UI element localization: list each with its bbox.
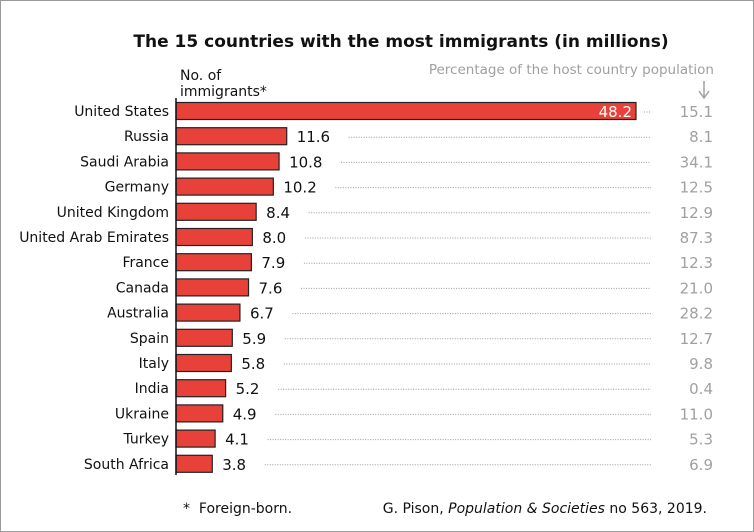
category-label: Ukraine xyxy=(115,406,169,422)
percent-label: 12.7 xyxy=(680,330,713,348)
category-label: Italy xyxy=(139,356,169,372)
category-label: United States xyxy=(74,104,169,120)
down-arrow-icon xyxy=(698,81,710,100)
source-author: G. Pison, xyxy=(383,501,448,517)
value-label: 5.2 xyxy=(236,380,260,398)
bar xyxy=(175,202,257,221)
source-journal: Population & Societies xyxy=(448,501,605,517)
source-issue: no 563, 2019. xyxy=(605,501,707,517)
value-label: 10.8 xyxy=(289,153,322,171)
percent-label: 12.9 xyxy=(680,204,713,222)
bar xyxy=(175,227,253,247)
category-label: Canada xyxy=(116,280,169,296)
percent-label: 21.0 xyxy=(680,279,713,297)
bar xyxy=(175,429,216,448)
bar xyxy=(175,404,224,423)
value-label: 8.0 xyxy=(262,229,286,247)
bar xyxy=(175,127,288,146)
percent-label: 12.5 xyxy=(680,179,713,197)
footnote: * Foreign-born. xyxy=(183,501,292,517)
percent-label: 11.0 xyxy=(680,405,713,423)
percent-label: 12.3 xyxy=(680,254,713,272)
bar xyxy=(175,303,241,322)
percent-label: 87.3 xyxy=(680,229,713,247)
category-label: Germany xyxy=(105,180,169,196)
percent-label: 34.1 xyxy=(680,153,713,171)
percent-label: 5.3 xyxy=(689,431,713,449)
value-label: 48.2 xyxy=(599,103,632,121)
value-label: 7.9 xyxy=(261,254,285,272)
value-label: 3.8 xyxy=(222,456,246,474)
percent-label: 9.8 xyxy=(689,355,713,373)
percent-label: 6.9 xyxy=(689,456,713,474)
bar xyxy=(175,328,233,347)
category-label: United Arab Emirates xyxy=(19,230,169,246)
bar xyxy=(175,101,637,121)
source-note: G. Pison, Population & Societies no 563,… xyxy=(383,501,707,517)
percent-label: 15.1 xyxy=(680,103,713,121)
value-label: 4.1 xyxy=(225,431,249,449)
percent-label: 8.1 xyxy=(689,128,713,146)
category-label: Spain xyxy=(130,331,169,347)
bar xyxy=(175,379,227,398)
category-label: United Kingdom xyxy=(57,205,169,221)
value-label: 8.4 xyxy=(266,204,290,222)
value-axis-label-line2: immigrants* xyxy=(180,84,267,100)
category-label: Russia xyxy=(124,129,169,145)
category-label: Saudi Arabia xyxy=(80,154,169,170)
value-label: 5.8 xyxy=(241,355,265,373)
bar xyxy=(175,278,250,297)
value-label: 6.7 xyxy=(250,305,274,323)
percent-label: 28.2 xyxy=(680,305,713,323)
bar xyxy=(175,177,274,196)
category-label: Australia xyxy=(107,306,169,322)
value-label: 4.9 xyxy=(233,405,257,423)
category-label: Turkey xyxy=(122,432,169,448)
value-label: 5.9 xyxy=(242,330,266,348)
category-label: South Africa xyxy=(84,457,169,473)
bar xyxy=(175,152,280,171)
value-label: 11.6 xyxy=(297,128,330,146)
value-axis-label-line1: No. of xyxy=(180,68,222,84)
bar xyxy=(175,353,232,373)
category-label: India xyxy=(135,381,169,397)
bar xyxy=(175,454,213,473)
secondary-column-label: Percentage of the host country populatio… xyxy=(429,62,714,78)
category-label: France xyxy=(122,255,169,271)
value-label: 10.2 xyxy=(283,179,316,197)
chart-title: The 15 countries with the most immigrant… xyxy=(133,32,668,52)
percent-label: 0.4 xyxy=(689,380,713,398)
bar xyxy=(175,253,252,272)
value-label: 7.6 xyxy=(259,279,283,297)
